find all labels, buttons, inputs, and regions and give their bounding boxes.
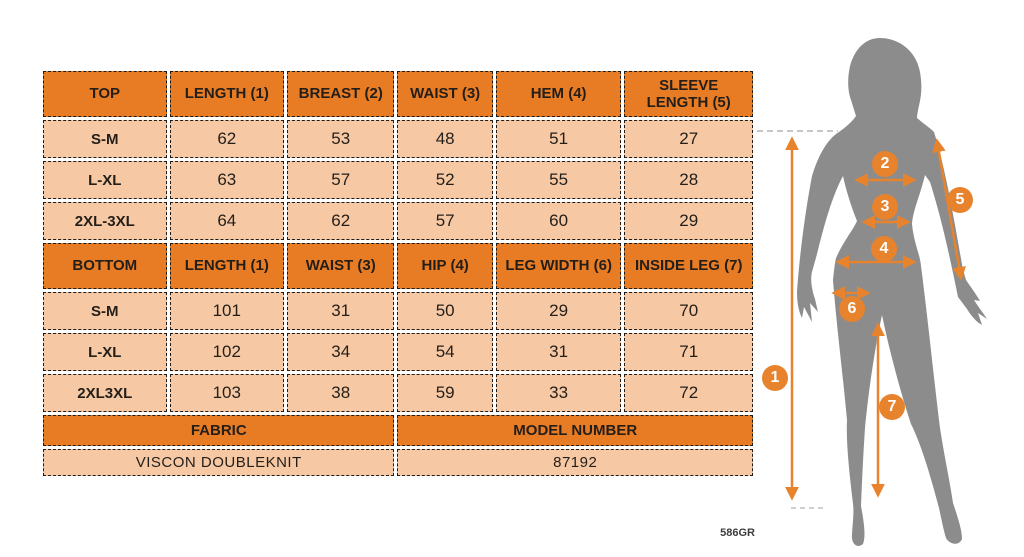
style-code: 586GR [720, 527, 755, 539]
footer-value: VISCON DOUBLEKNIT [43, 449, 395, 476]
measurement-value: 38 [287, 374, 395, 412]
measurement-value: 70 [624, 292, 753, 330]
measurement-value: 54 [397, 333, 493, 371]
table-row: S-M 101 31 50 29 70 [43, 292, 753, 330]
footer-header: MODEL NUMBER [397, 415, 753, 446]
column-header: LENGTH (1) [169, 243, 285, 289]
table-row: 2XL-3XL 64 62 57 60 29 [43, 202, 753, 240]
column-header: LENGTH (1) [169, 71, 285, 117]
section-header: BOTTOM [43, 243, 167, 289]
size-label: L-XL [43, 161, 167, 199]
measurement-value: 31 [495, 333, 622, 371]
size-label: 2XL-3XL [43, 202, 167, 240]
column-header: LEG WIDTH (6) [495, 243, 622, 289]
table-row: L-XL 102 34 54 31 71 [43, 333, 753, 371]
measurement-value: 50 [397, 292, 493, 330]
measurement-value: 60 [495, 202, 622, 240]
column-header: WAIST (3) [397, 71, 493, 117]
measurement-value: 33 [495, 374, 622, 412]
footer-header: FABRIC [43, 415, 395, 446]
measurement-value: 52 [397, 161, 493, 199]
measurement-value: 64 [169, 202, 285, 240]
measurement-value: 28 [624, 161, 753, 199]
measurement-value: 48 [397, 120, 493, 158]
size-label: S-M [43, 292, 167, 330]
column-header: WAIST (3) [287, 243, 395, 289]
measurement-value: 72 [624, 374, 753, 412]
measurement-value: 34 [287, 333, 395, 371]
measurement-value: 57 [287, 161, 395, 199]
size-table-body: TOP LENGTH (1) BREAST (2) WAIST (3) HEM (4) S… [43, 71, 753, 476]
measurement-value: 101 [169, 292, 285, 330]
table-row: S-M 62 53 48 51 27 [43, 120, 753, 158]
measurement-value: 62 [169, 120, 285, 158]
measurement-value: 103 [169, 374, 285, 412]
column-header: SLEEVE LENGTH (5) [624, 71, 753, 117]
size-table: TOP LENGTH (1) BREAST (2) WAIST (3) HEM (4) S… [40, 68, 756, 479]
section-header: TOP [43, 71, 167, 117]
woman-silhouette [797, 38, 987, 546]
size-label: L-XL [43, 333, 167, 371]
measurement-value: 29 [624, 202, 753, 240]
size-label: S-M [43, 120, 167, 158]
column-header: HEM (4) [495, 71, 622, 117]
column-header: HIP (4) [397, 243, 493, 289]
measurement-value: 55 [495, 161, 622, 199]
measurement-value: 31 [287, 292, 395, 330]
footer-value: 87192 [397, 449, 753, 476]
measurement-value: 29 [495, 292, 622, 330]
measurement-value: 59 [397, 374, 493, 412]
measurement-value: 51 [495, 120, 622, 158]
size-label: 2XL3XL [43, 374, 167, 412]
measurement-value: 102 [169, 333, 285, 371]
measurement-value: 53 [287, 120, 395, 158]
measurement-value: 57 [397, 202, 493, 240]
table-row: L-XL 63 57 52 55 28 [43, 161, 753, 199]
table-row: 2XL3XL 103 38 59 33 72 [43, 374, 753, 412]
column-header: INSIDE LEG (7) [624, 243, 753, 289]
column-header: BREAST (2) [287, 71, 395, 117]
measurement-value: 63 [169, 161, 285, 199]
measurement-value: 27 [624, 120, 753, 158]
measurement-value: 62 [287, 202, 395, 240]
measurement-value: 71 [624, 333, 753, 371]
